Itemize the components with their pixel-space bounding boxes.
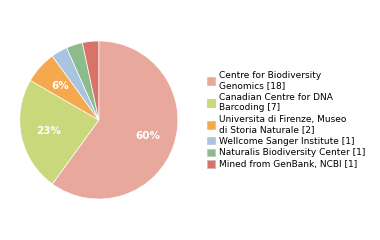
Legend: Centre for Biodiversity
Genomics [18], Canadian Centre for DNA
Barcoding [7], Un: Centre for Biodiversity Genomics [18], C… [206, 70, 366, 170]
Wedge shape [52, 48, 99, 120]
Text: 23%: 23% [36, 126, 61, 136]
Wedge shape [30, 56, 99, 120]
Wedge shape [82, 41, 99, 120]
Wedge shape [66, 43, 99, 120]
Wedge shape [20, 80, 99, 184]
Wedge shape [52, 41, 178, 199]
Text: 60%: 60% [135, 131, 160, 141]
Text: 6%: 6% [52, 81, 70, 91]
